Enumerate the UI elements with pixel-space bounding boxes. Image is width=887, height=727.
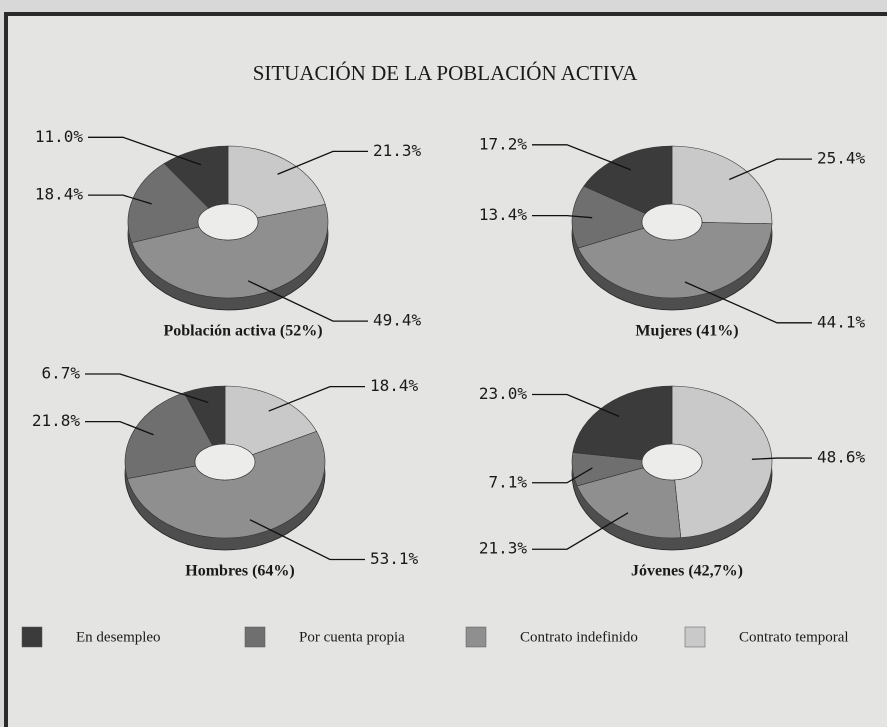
frame	[4, 12, 887, 727]
pie-hole	[641, 203, 703, 241]
data-label: 23.0%	[479, 384, 528, 403]
legend-label: Contrato temporal	[739, 629, 849, 645]
legend-label: En desempleo	[76, 629, 161, 645]
data-label: 11.0%	[35, 127, 84, 146]
data-label: 7.1%	[488, 472, 527, 491]
leader-line	[532, 144, 632, 171]
leader-line	[532, 214, 593, 219]
legend-swatch	[21, 626, 43, 648]
data-label: 21.8%	[32, 411, 81, 430]
data-label: 17.2%	[479, 134, 528, 153]
legend-swatch	[465, 626, 487, 648]
leader-line	[247, 280, 368, 322]
pie-title: Jóvenes (42,7%)	[631, 563, 743, 580]
leader-line	[85, 420, 154, 436]
data-label: 18.4%	[370, 376, 419, 395]
leader-line	[751, 457, 812, 460]
leader-line	[88, 136, 202, 166]
pie-title: Mujeres (41%)	[635, 323, 738, 340]
legend-swatch	[684, 626, 706, 648]
data-label: 6.7%	[41, 363, 80, 382]
pie-hole	[197, 203, 259, 241]
leader-line	[532, 393, 620, 417]
leader-line	[532, 467, 593, 484]
leader-line	[88, 194, 152, 205]
data-label: 21.3%	[479, 539, 528, 558]
data-label: 21.3%	[373, 141, 422, 160]
pie-title: Población activa (52%)	[163, 323, 322, 340]
data-label: 18.4%	[35, 185, 84, 204]
legend-label: Contrato indefinido	[520, 629, 638, 645]
data-label: 48.6%	[817, 448, 866, 467]
leader-line	[268, 385, 365, 412]
legend-swatch	[244, 626, 266, 648]
leader-line	[249, 519, 365, 561]
pie-hole	[194, 443, 256, 481]
data-label: 53.1%	[370, 549, 419, 568]
leader-line	[277, 150, 368, 175]
legend-label: Por cuenta propia	[299, 629, 405, 645]
leader-line	[85, 373, 209, 404]
leader-line	[532, 512, 629, 550]
data-label: 44.1%	[817, 312, 866, 331]
pie-title: Hombres (64%)	[185, 563, 294, 580]
data-label: 13.4%	[479, 205, 528, 224]
leader-line	[684, 281, 812, 324]
chart-title: SITUACIÓN DE LA POBLACIÓN ACTIVA	[253, 61, 638, 85]
data-label: 49.4%	[373, 311, 422, 330]
leader-line	[728, 158, 812, 181]
data-label: 25.4%	[817, 149, 866, 168]
pie-hole	[641, 443, 703, 481]
